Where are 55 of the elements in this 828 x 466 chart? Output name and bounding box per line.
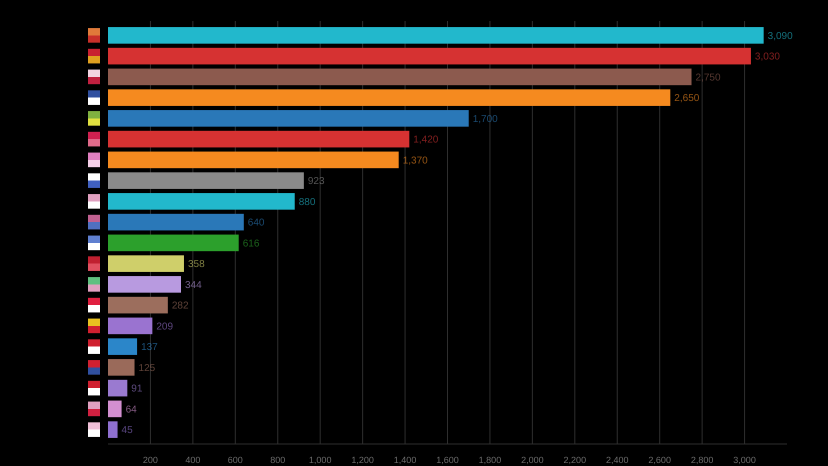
data-label: 45	[122, 425, 134, 436]
data-label: 3,030	[754, 52, 780, 63]
x-tick-label: 1,000	[308, 455, 332, 465]
x-tick-label: 2,000	[521, 455, 544, 465]
data-label: 1,420	[413, 134, 439, 146]
bar	[108, 27, 764, 44]
data-label: 282	[172, 300, 189, 312]
data-label: 2,750	[696, 72, 721, 84]
data-label: 2,650	[674, 93, 700, 104]
bar	[108, 89, 670, 106]
bar	[108, 276, 181, 293]
bar	[108, 338, 138, 355]
data-label: 3,090	[768, 30, 794, 42]
data-label: 1,700	[472, 114, 498, 125]
bar	[108, 110, 469, 127]
bar	[108, 359, 135, 376]
data-label: 358	[188, 259, 206, 270]
x-tick-label: 400	[185, 455, 200, 465]
x-tick-label: 2,400	[606, 455, 629, 465]
x-tick-label: 3,000	[733, 455, 756, 465]
bar	[108, 130, 410, 148]
data-label: 344	[184, 280, 202, 291]
x-tick-label: 200	[142, 455, 158, 465]
x-tick-label: 2,800	[690, 455, 714, 465]
data-label: 91	[131, 384, 143, 395]
bar	[108, 214, 244, 230]
data-label: 923	[308, 176, 325, 188]
bar	[108, 296, 168, 314]
data-label: 616	[242, 238, 260, 250]
x-tick-label: 1,800	[478, 455, 502, 465]
data-label: 64	[126, 404, 138, 416]
x-tick-label: 600	[228, 455, 243, 465]
data-label: 880	[298, 196, 316, 208]
data-label: 640	[248, 218, 265, 229]
x-tick-label: 2,600	[648, 455, 671, 465]
data-label: 125	[138, 362, 156, 374]
bar	[108, 48, 751, 64]
bar	[108, 193, 295, 210]
x-tick-label: 1,600	[436, 455, 459, 465]
bar	[108, 421, 118, 438]
x-tick-label: 1,400	[394, 455, 416, 465]
bar	[108, 380, 128, 396]
x-tick-label: 1,200	[351, 455, 374, 465]
x-tick-label: 800	[270, 455, 286, 465]
data-label: 1,370	[402, 155, 428, 166]
bar	[108, 318, 152, 334]
bar	[108, 234, 239, 252]
bar	[108, 68, 692, 86]
bar	[108, 255, 184, 272]
bar	[108, 400, 122, 418]
data-label: 137	[141, 342, 158, 354]
bar	[108, 152, 399, 168]
bar	[108, 172, 304, 189]
x-tick-label: 2,200	[564, 455, 586, 465]
data-label: 209	[156, 321, 174, 332]
